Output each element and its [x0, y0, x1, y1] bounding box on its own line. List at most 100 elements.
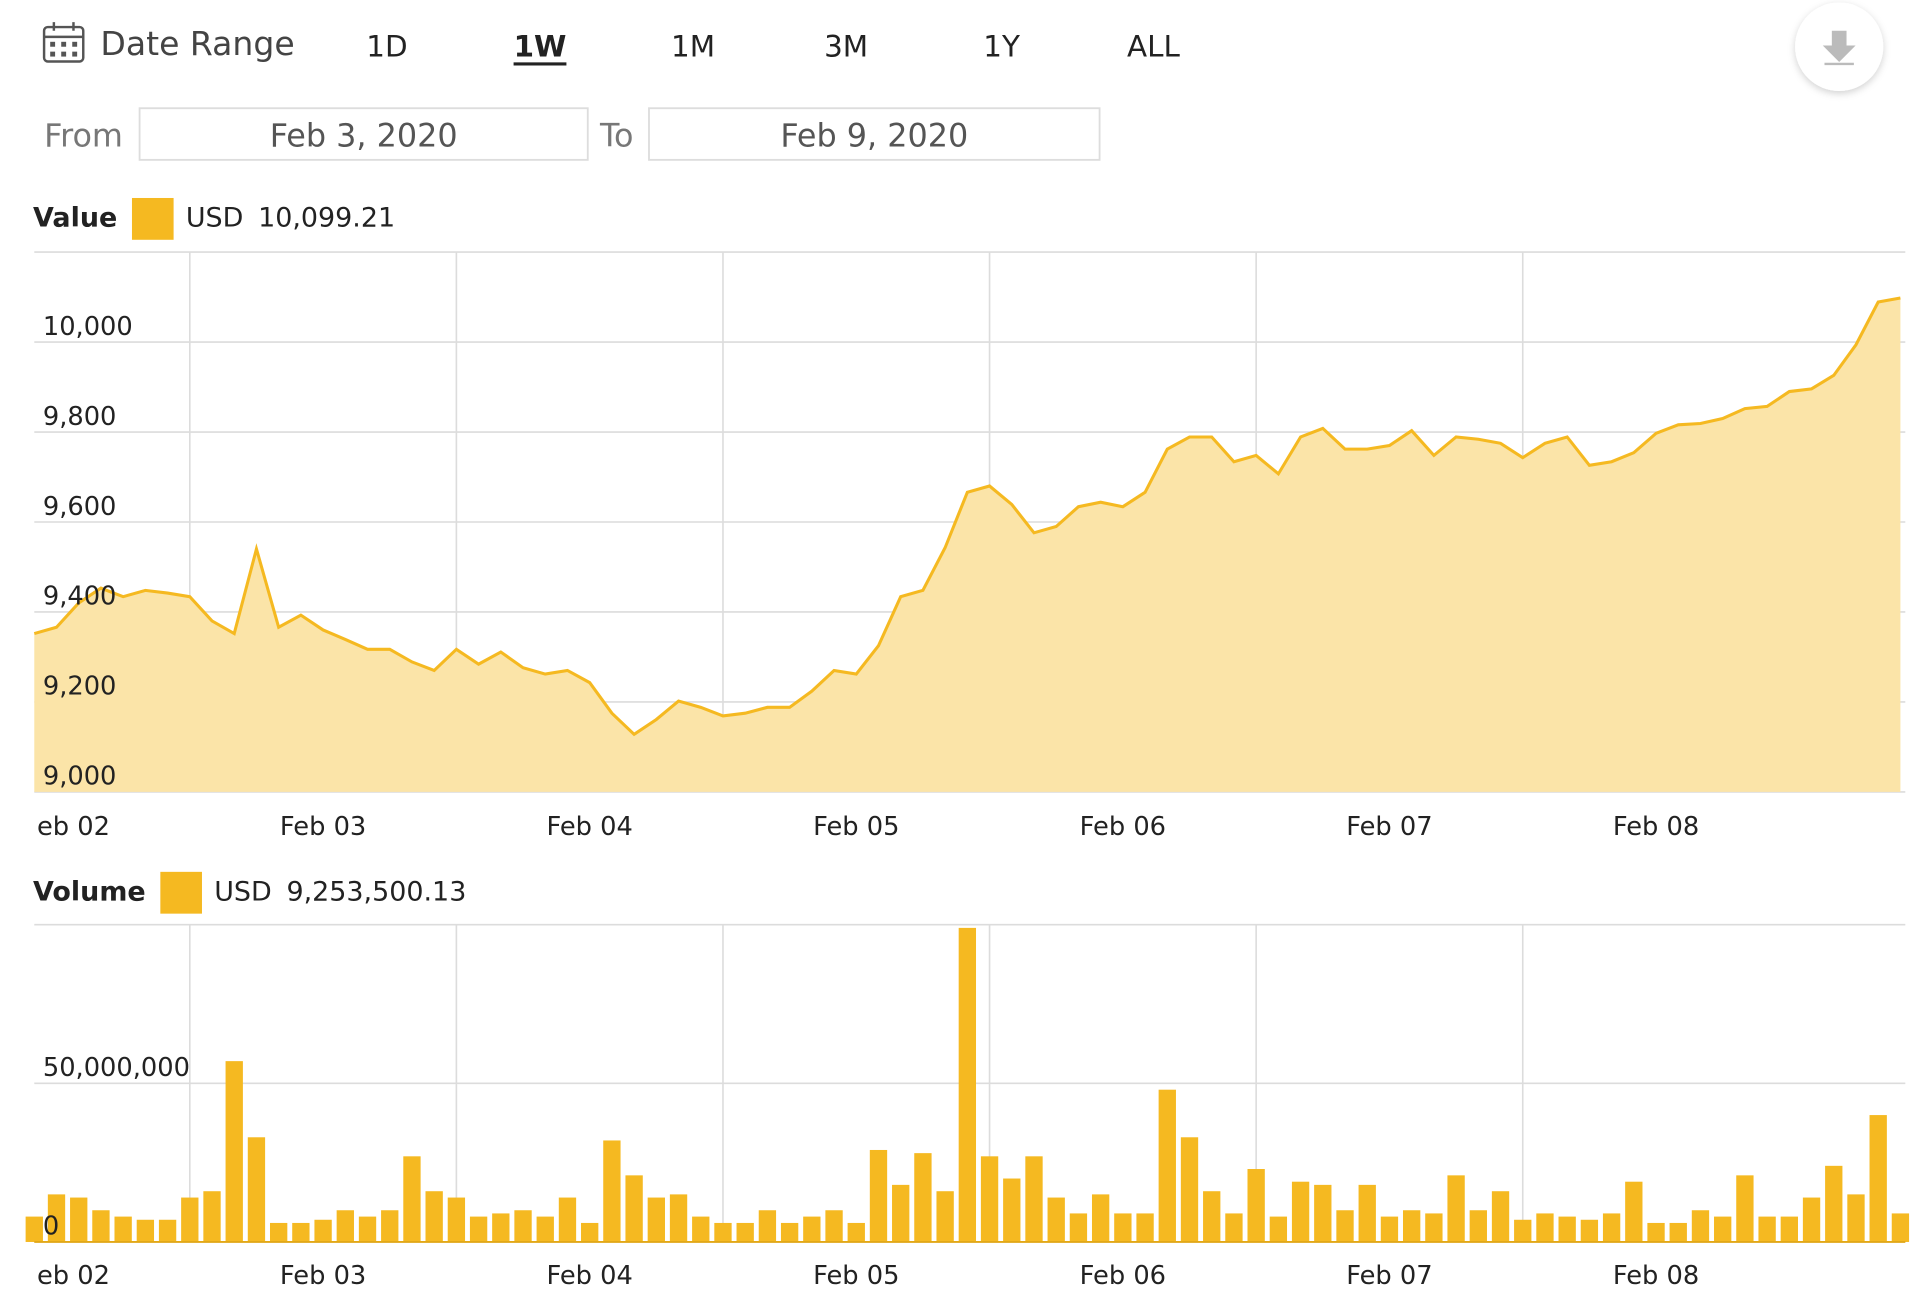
- bar: [758, 1210, 777, 1242]
- bar: [1402, 1210, 1421, 1242]
- bar: [847, 1222, 865, 1242]
- range-button[interactable]: ALL: [1127, 29, 1180, 63]
- legend-swatch: [160, 871, 202, 914]
- bar: [1047, 1197, 1065, 1242]
- bar: [1314, 1184, 1332, 1242]
- download-button[interactable]: [1795, 2, 1884, 91]
- bar: [1025, 1156, 1043, 1242]
- y-tick-label: 9,000: [43, 762, 117, 792]
- calendar-icon[interactable]: [42, 22, 85, 63]
- bar: [892, 1184, 910, 1242]
- chart-title: Value: [33, 202, 117, 233]
- bar: [136, 1219, 155, 1242]
- bar: [825, 1210, 843, 1242]
- bar: [1514, 1219, 1532, 1242]
- range-button[interactable]: 1Y: [983, 29, 1021, 63]
- range-buttons: 1D 1W 1M 3M 1Y ALL: [366, 29, 1180, 66]
- y-tick-label: 9,600: [43, 492, 117, 522]
- bar: [736, 1222, 754, 1242]
- bar: [292, 1222, 310, 1242]
- bar: [381, 1210, 399, 1242]
- bar: [958, 927, 977, 1242]
- bar: [1869, 1115, 1887, 1242]
- x-tick-label: Feb 03: [280, 1261, 366, 1291]
- bar: [869, 1149, 888, 1242]
- from-input[interactable]: [138, 107, 589, 161]
- bar: [1203, 1191, 1221, 1242]
- current-value: 10,099.21: [258, 202, 395, 233]
- bar: [247, 1137, 266, 1242]
- bar: [536, 1216, 554, 1242]
- bar: [70, 1197, 88, 1242]
- bar: [603, 1140, 621, 1242]
- bar: [780, 1222, 799, 1242]
- bar: [1136, 1213, 1154, 1242]
- bar: [714, 1222, 732, 1242]
- range-button[interactable]: 1M: [671, 29, 715, 63]
- bar: [158, 1219, 177, 1242]
- bar: [1780, 1216, 1798, 1242]
- y-tick-label: 50,000,000: [43, 1053, 190, 1083]
- bar: [1558, 1216, 1576, 1242]
- bar: [114, 1216, 132, 1242]
- x-tick-label: Feb 05: [813, 812, 899, 842]
- legend-label: USD: [214, 876, 272, 907]
- bar: [336, 1210, 354, 1242]
- x-tick-label: Feb 08: [1613, 812, 1699, 842]
- bar: [1691, 1210, 1710, 1242]
- bar: [1758, 1216, 1776, 1242]
- charts: Value USD 10,099.21 9,000 9,200 9,400 9,600 9,8…: [25, 197, 1910, 1291]
- bar: [1225, 1213, 1243, 1242]
- from-label: From: [44, 117, 123, 155]
- y-tick-label: 0: [43, 1212, 59, 1242]
- from-value: Feb 3, 2020: [270, 117, 458, 155]
- range-button[interactable]: 1W: [514, 29, 567, 63]
- bar: [1447, 1175, 1465, 1242]
- bar: [1736, 1175, 1754, 1242]
- bar: [1669, 1222, 1687, 1242]
- y-tick-label: 9,800: [43, 402, 117, 432]
- y-tick-label: 9,400: [43, 582, 117, 612]
- bar: [1069, 1213, 1088, 1242]
- bar: [1825, 1165, 1843, 1242]
- x-tick-label: Feb 03: [280, 812, 366, 842]
- bar: [980, 1156, 999, 1242]
- bar: [1580, 1219, 1599, 1242]
- chart-title: Volume: [33, 876, 146, 907]
- bar: [314, 1219, 332, 1242]
- bar: [203, 1191, 221, 1242]
- bar: [1380, 1216, 1399, 1242]
- bar: [269, 1222, 288, 1242]
- chart: Volume USD 9,253,500.13 0 50,000,000 eb 02 Feb…: [25, 871, 1910, 1291]
- bar: [936, 1191, 954, 1242]
- bar: [25, 1216, 43, 1242]
- bar: [1847, 1194, 1865, 1242]
- bar: [425, 1191, 443, 1242]
- bar: [1114, 1213, 1132, 1242]
- bar: [1647, 1222, 1665, 1242]
- range-button[interactable]: 3M: [824, 29, 868, 63]
- bar: [1469, 1210, 1487, 1242]
- x-tick-label: Feb 07: [1346, 812, 1432, 842]
- to-input[interactable]: [648, 107, 1101, 161]
- bar: [1291, 1181, 1310, 1242]
- x-tick-label: Feb 06: [1080, 1261, 1166, 1291]
- x-tick-label: Feb 04: [546, 1261, 632, 1291]
- to-label: To: [599, 117, 634, 155]
- bar: [1003, 1178, 1021, 1242]
- date-range-label: Date Range: [100, 24, 294, 63]
- y-tick-label: 9,200: [43, 672, 117, 702]
- legend-label: USD: [186, 202, 244, 233]
- bar: [225, 1061, 243, 1242]
- range-button[interactable]: 1D: [366, 29, 407, 63]
- bar: [1714, 1216, 1732, 1242]
- bar: [492, 1213, 510, 1242]
- legend-swatch: [131, 197, 174, 240]
- bar: [1802, 1197, 1821, 1242]
- bar: [692, 1216, 710, 1242]
- bar: [1247, 1169, 1265, 1242]
- bar: [1536, 1213, 1554, 1242]
- bar: [447, 1197, 466, 1242]
- x-tick-label: Feb 04: [546, 812, 632, 842]
